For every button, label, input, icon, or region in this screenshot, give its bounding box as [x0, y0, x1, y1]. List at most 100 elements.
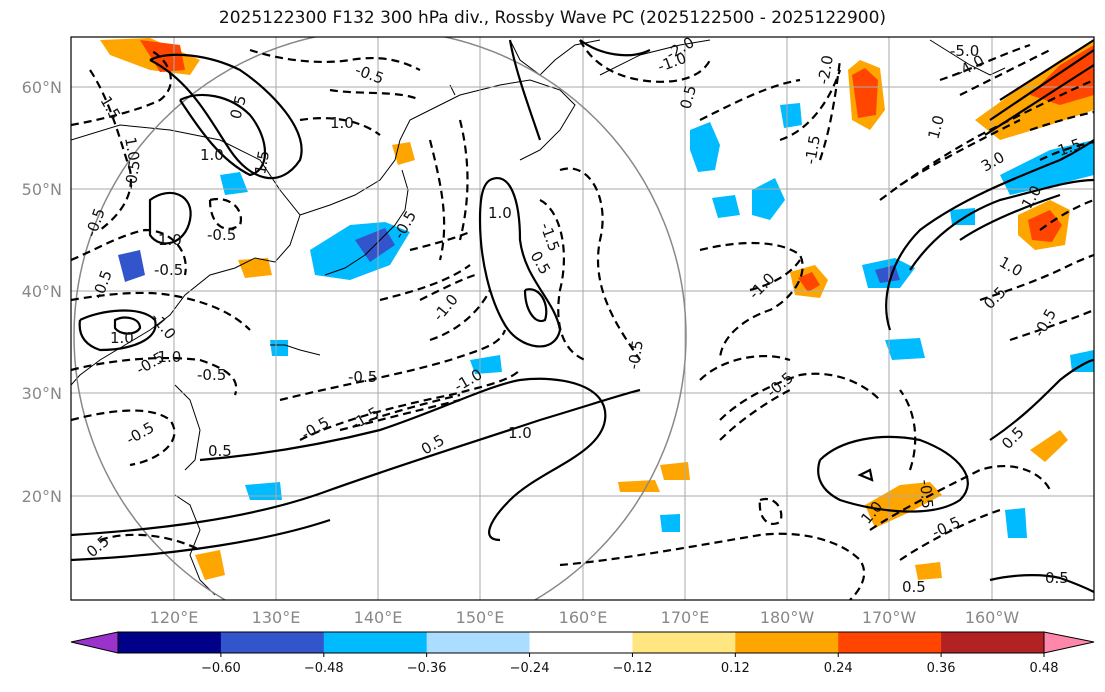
coastline	[299, 79, 576, 216]
reference-circle	[73, 37, 687, 600]
lat-label-60n: 60°N	[22, 78, 62, 97]
colorbar-segment	[632, 632, 736, 653]
lat-labels: 60°N 50°N 40°N 30°N 20°N	[22, 78, 62, 506]
contour-label: -1.5	[801, 134, 824, 166]
colorbar-segment	[323, 632, 428, 653]
contour-label: -0.5	[916, 479, 936, 510]
contour-line	[719, 389, 791, 441]
contour-line	[299, 117, 381, 136]
contour-line	[428, 139, 446, 261]
coastline	[324, 169, 409, 276]
shade-positive	[1030, 430, 1068, 462]
contour-line	[429, 289, 491, 342]
contour-line	[999, 39, 1094, 101]
contour-label: 0.5	[226, 93, 250, 121]
lon-labels: 120°E 130°E 140°E 150°E 160°E 170°E 180°…	[150, 608, 1020, 627]
lat-label-50n: 50°N	[22, 180, 62, 199]
lon-label-120e: 120°E	[150, 608, 199, 627]
colorbar-ticks: −0.60 −0.48 −0.36 −0.24 −0.12 0.12 0.24 0.36 0.4…	[201, 653, 1059, 676]
lon-label-170e: 170°E	[661, 608, 710, 627]
contour-line	[857, 468, 874, 482]
colorbar-segment	[735, 632, 839, 653]
lat-label-20n: 20°N	[22, 487, 62, 506]
contour-label: 1.0	[200, 146, 224, 164]
contour-label: 1.0	[488, 204, 512, 222]
contour-line	[779, 69, 842, 142]
colorbar-segment	[529, 632, 633, 653]
colorbar-tick-label: 0.48	[1030, 661, 1059, 676]
coastline	[174, 384, 201, 471]
contour-line	[539, 199, 586, 362]
shade-negative	[1005, 508, 1027, 538]
shade-negative	[270, 340, 288, 356]
contour-line	[99, 533, 201, 551]
contour-label: -0.5	[197, 366, 226, 384]
contour-line	[508, 39, 542, 141]
contour-line	[71, 291, 251, 331]
contour-line	[148, 191, 192, 245]
contour-line	[208, 197, 243, 230]
contour-line	[478, 177, 562, 348]
shade-positive	[238, 258, 272, 278]
coastline	[174, 494, 216, 596]
contour-line	[369, 393, 461, 422]
contour-line	[339, 398, 461, 432]
dashed-contours	[71, 39, 1094, 600]
coastline	[270, 344, 321, 356]
contour-line	[869, 465, 1051, 531]
contour-label: -0.5	[121, 159, 144, 191]
contour-line	[559, 167, 641, 361]
contour-line	[817, 435, 969, 513]
contour-label: 1.0	[924, 113, 948, 141]
contour-line	[71, 388, 641, 537]
contour-line	[719, 372, 881, 421]
colorbar-tick-label: −0.24	[510, 661, 550, 676]
coastline	[509, 39, 601, 76]
contour-line	[699, 78, 801, 121]
contour-line	[249, 48, 421, 71]
shade-positive	[660, 462, 690, 480]
shade-positive	[915, 562, 942, 580]
shade-negative	[690, 122, 720, 172]
colorbar-segment	[426, 632, 531, 653]
colorbar-arrow-right	[1043, 631, 1095, 654]
colorbar-tick-label: −0.12	[613, 661, 653, 676]
map-area: -0.5 1.5 1.0 0.5 1.5 1.0 -0.5 -0.5 1.0 -…	[71, 37, 1094, 600]
colorbar-segment	[838, 632, 942, 653]
contour-line	[89, 69, 133, 231]
contour-label: 1.0	[330, 114, 354, 132]
contour-line	[419, 273, 476, 301]
gridlines	[71, 37, 1094, 600]
contour-line	[379, 264, 471, 302]
contour-label: 0.5	[1045, 569, 1069, 587]
contour-line	[71, 356, 238, 396]
lat-label-30n: 30°N	[22, 384, 62, 403]
contour-label: -0.5	[207, 226, 236, 244]
colorbar-segments	[118, 632, 1045, 653]
solid-contours	[71, 39, 1094, 593]
lon-label-130e: 130°E	[252, 608, 301, 627]
contour-line	[71, 228, 187, 276]
contour-label: 1.0	[158, 231, 182, 249]
coastline	[929, 39, 1006, 76]
contour-label: 1.0	[508, 424, 532, 442]
colorbar-tick-label: −0.48	[304, 661, 344, 676]
contour-label: 1.5	[251, 149, 273, 176]
shade-positive	[195, 550, 225, 580]
shade-negative	[1070, 350, 1094, 372]
contour-line	[1039, 140, 1094, 161]
contour-label: 1.0	[110, 329, 134, 347]
contour-label: 0.5	[902, 578, 926, 596]
shade-positive	[852, 68, 878, 118]
shade-positive	[865, 482, 942, 528]
contour-line	[559, 532, 866, 600]
colorbar-tick-label: −0.60	[201, 661, 241, 676]
contour-line	[899, 119, 1021, 186]
shade-negative	[118, 250, 145, 282]
colorbar-arrow-left	[70, 631, 119, 654]
contour-line	[523, 288, 548, 323]
contour-line	[78, 309, 157, 352]
contour-label: -0.5	[154, 261, 183, 279]
colorbar-tick-label: 0.36	[927, 661, 956, 676]
lon-label-160e: 160°E	[559, 608, 608, 627]
